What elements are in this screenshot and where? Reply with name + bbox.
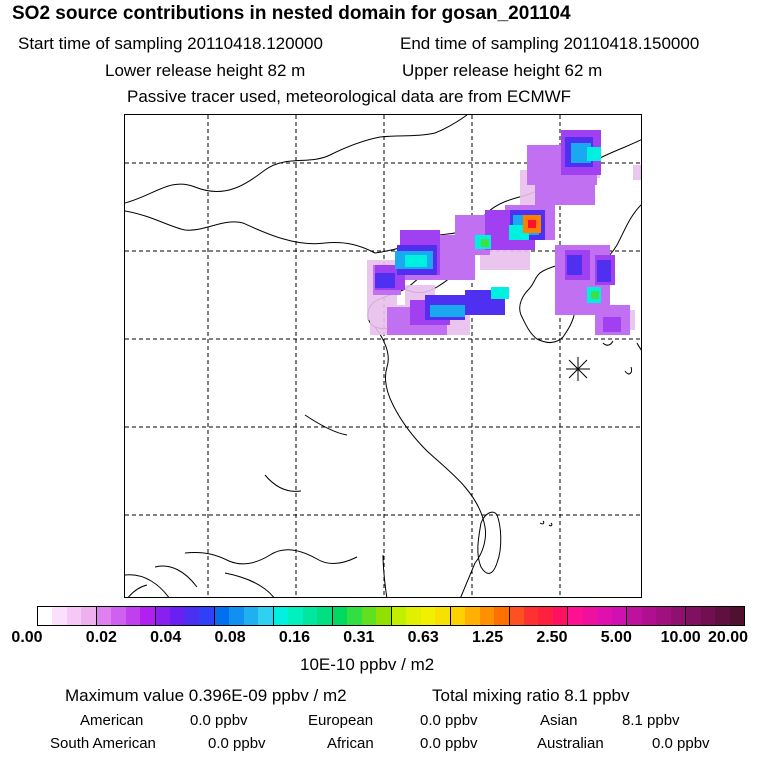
legend-tick-label: 0.04 — [150, 629, 182, 646]
color-legend-bar — [37, 606, 745, 626]
legend-color-cell — [715, 607, 730, 625]
african-label: African — [327, 735, 374, 752]
legend-tick-label: 5.00 — [600, 629, 632, 646]
receptor-marker — [566, 357, 590, 381]
american-value: 0.0 ppbv — [190, 712, 248, 729]
legend-color-cell — [66, 607, 82, 625]
legend-color-cell — [214, 607, 230, 625]
legend-color-cell — [670, 607, 687, 625]
legend-color-cell — [479, 607, 495, 625]
legend-color-cell — [361, 607, 377, 625]
south-american-label: South American — [50, 735, 156, 752]
legend-color-cell — [656, 607, 671, 625]
legend-color-cell — [700, 607, 716, 625]
legend-units: 10E-10 ppbv / m2 — [300, 655, 435, 674]
legend-color-cell — [81, 607, 97, 625]
american-label: American — [80, 712, 144, 729]
legend-color-cell — [420, 607, 436, 625]
legend-color-cell — [140, 607, 156, 625]
legend-color-cell — [332, 607, 348, 625]
legend-color-cell — [582, 607, 598, 625]
map-canvas — [125, 115, 641, 597]
legend-color-cell — [627, 607, 642, 625]
legend-color-cell — [199, 607, 215, 625]
legend-tick-label: 20.00 — [707, 629, 749, 646]
tracer-note: Passive tracer used, meteorological data… — [127, 87, 572, 106]
african-value: 0.0 ppbv — [420, 735, 478, 752]
legend-color-cell — [376, 607, 392, 625]
south-american-value: 0.0 ppbv — [208, 735, 266, 752]
legend-tick-label: 2.50 — [536, 629, 568, 646]
legend-color-cell — [302, 607, 318, 625]
legend-color-cell — [450, 607, 466, 625]
map-panel — [124, 114, 642, 598]
legend-color-cell — [243, 607, 259, 625]
legend-color-cell — [494, 607, 510, 625]
legend-color-cell — [611, 607, 628, 625]
legend-color-cell — [317, 607, 333, 625]
legend-color-cell — [552, 607, 569, 625]
legend-tick-label: 0.16 — [278, 629, 311, 646]
legend-color-cell — [347, 607, 362, 625]
legend-color-cell — [538, 607, 553, 625]
legend-color-cell — [229, 607, 244, 625]
start-time: Start time of sampling 20110418.120000 — [18, 34, 323, 53]
legend-color-cell — [509, 607, 524, 625]
legend-color-cell — [38, 607, 53, 625]
legend-tick-label: 0.08 — [214, 629, 246, 646]
legend-tick-label: 1.25 — [471, 629, 504, 646]
australian-label: Australian — [537, 735, 604, 752]
legend-color-cell — [184, 607, 200, 625]
upper-release-height: Upper release height 62 m — [402, 61, 603, 80]
legend-color-cell — [686, 607, 701, 625]
asian-label: Asian — [540, 712, 578, 729]
legend-color-cell — [258, 607, 274, 625]
legend-tick-label: 0.00 — [11, 629, 43, 646]
max-value: Maximum value 0.396E-09 ppbv / m2 — [65, 686, 347, 705]
plume-field — [367, 130, 641, 335]
legend-color-cell — [52, 607, 67, 625]
european-value: 0.0 ppbv — [420, 712, 478, 729]
european-label: European — [308, 712, 374, 729]
legend-color-cell — [568, 607, 583, 625]
legend-color-cell — [465, 607, 480, 625]
legend-tick-label: 0.02 — [85, 629, 117, 646]
legend-color-cell — [273, 607, 289, 625]
legend-color-cell — [641, 607, 657, 625]
lower-release-height: Lower release height 82 m — [105, 61, 306, 80]
total-mixing-ratio: Total mixing ratio 8.1 ppbv — [432, 686, 630, 705]
plot-title: SO2 source contributions in nested domai… — [12, 3, 571, 24]
legend-color-cell — [391, 607, 407, 625]
legend-color-cell — [729, 607, 745, 625]
legend-tick-label: 0.63 — [407, 629, 439, 646]
legend-tick-label: 0.31 — [343, 629, 375, 646]
legend-color-cell — [523, 607, 539, 625]
legend-color-cell — [155, 607, 171, 625]
australian-value: 0.0 ppbv — [652, 735, 710, 752]
legend-color-cell — [406, 607, 421, 625]
legend-color-cell — [435, 607, 451, 625]
legend-color-cell — [111, 607, 126, 625]
legend-color-cell — [125, 607, 141, 625]
legend-color-cell — [288, 607, 303, 625]
legend-color-cell — [96, 607, 112, 625]
end-time: End time of sampling 20110418.150000 — [400, 34, 700, 53]
legend-color-cell — [597, 607, 612, 625]
legend-tick-label: 10.00 — [660, 629, 701, 646]
grid-lines — [125, 115, 641, 597]
asian-value: 8.1 ppbv — [622, 712, 680, 729]
legend-color-cell — [170, 607, 185, 625]
